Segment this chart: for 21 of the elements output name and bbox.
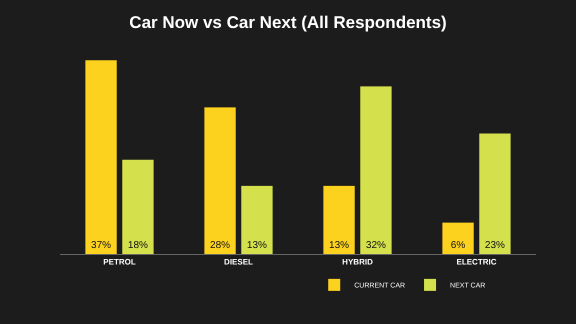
data-label: 37% [90, 240, 112, 251]
bar [85, 60, 117, 254]
data-label: 32% [366, 240, 386, 251]
bar [442, 222, 474, 254]
data-label: 23% [484, 240, 506, 251]
x-tick-label: PETROL [103, 258, 136, 267]
data-label: 28% [210, 240, 230, 251]
data-label: 18% [128, 240, 148, 251]
data-label: 6% [450, 240, 466, 251]
x-tick-label: DIESEL [224, 258, 254, 267]
bar [323, 186, 355, 254]
data-label: 13% [328, 240, 350, 251]
bar [241, 186, 273, 254]
bar [122, 160, 154, 254]
x-tick-label: HYBRID [342, 258, 374, 267]
bar [204, 107, 236, 254]
bar [479, 134, 511, 254]
x-tick-label: ELECTRIC [456, 258, 497, 267]
chart-title: Car Now vs Car Next (All Respondents) [129, 13, 447, 32]
bar [360, 86, 392, 254]
data-label: 13% [246, 240, 268, 251]
